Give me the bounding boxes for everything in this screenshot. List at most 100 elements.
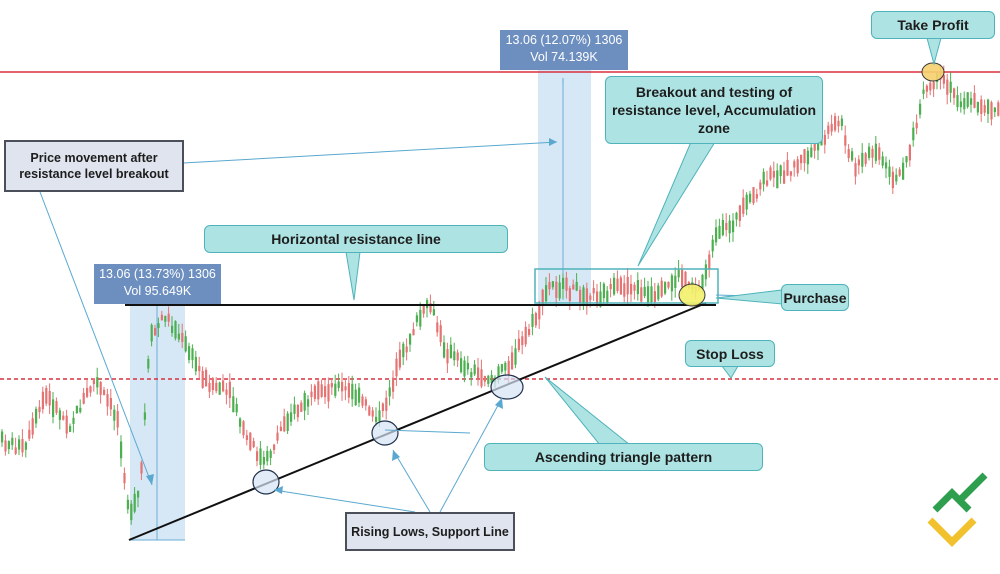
candle-body: [677, 269, 680, 278]
candle-body: [62, 415, 65, 420]
candle-body: [249, 432, 252, 450]
candle-body: [844, 135, 847, 146]
candle-body: [409, 333, 412, 345]
candle-body: [341, 381, 344, 392]
candle-body: [317, 381, 320, 400]
candle-body: [514, 348, 517, 365]
candle-body: [606, 290, 609, 303]
candle-body: [449, 344, 452, 359]
candle-body: [123, 472, 126, 484]
candle-body: [507, 360, 510, 375]
candle-body: [898, 169, 901, 176]
candle-body: [208, 382, 211, 392]
candle-body: [419, 309, 422, 327]
candle-body: [946, 79, 949, 95]
candle-body: [269, 450, 272, 458]
candle-body: [548, 282, 551, 290]
candle-body: [133, 493, 136, 512]
measure-zone-right: [538, 68, 591, 303]
candle-body: [164, 315, 167, 322]
callout-tail: [721, 365, 739, 379]
candle-body: [402, 343, 405, 358]
candle-body: [582, 287, 585, 305]
candle-body: [290, 412, 293, 422]
candle-body: [252, 440, 255, 448]
candle-body: [460, 358, 463, 373]
candle-body: [429, 303, 432, 313]
candle-body: [276, 432, 279, 441]
candle-body: [568, 288, 571, 302]
purchase-callout: Purchase: [781, 284, 849, 311]
candle-body: [79, 407, 82, 413]
candle-body: [143, 412, 146, 420]
candle-body: [364, 399, 367, 406]
candle-body: [973, 93, 976, 108]
candle-body: [415, 315, 418, 323]
candle-body: [52, 399, 55, 417]
candle-body: [861, 152, 864, 167]
candle-body: [351, 383, 354, 400]
candle-body: [718, 225, 721, 239]
candle-body: [579, 289, 582, 304]
candle-body: [177, 333, 180, 340]
candle-body: [286, 413, 289, 431]
candle-body: [929, 82, 932, 91]
candle-body: [106, 394, 109, 407]
measurement-change: 13.06 (12.07%) 1306: [505, 33, 623, 47]
candle-body: [728, 220, 731, 234]
candle-body: [868, 146, 871, 158]
candle-body: [725, 222, 728, 231]
candle-body: [300, 402, 303, 412]
candle-body: [857, 159, 860, 166]
candle-body: [732, 220, 735, 233]
candle-body: [191, 348, 194, 361]
candle-body: [337, 381, 340, 388]
candle-body: [58, 410, 61, 420]
candle-body: [215, 382, 218, 392]
candle-body: [772, 171, 775, 178]
candle-body: [919, 103, 922, 115]
pointer-arrowhead: [549, 138, 557, 146]
support-line: [128, 302, 707, 541]
candle-body: [830, 123, 833, 132]
candle-body: [157, 323, 160, 328]
candle-body: [361, 396, 364, 406]
candle-body: [854, 163, 857, 177]
candle-body: [776, 170, 779, 189]
candle-body: [171, 325, 174, 333]
candle-body: [800, 155, 803, 164]
candle-body: [150, 324, 153, 342]
candle-body: [545, 285, 548, 302]
candle-body: [997, 102, 1000, 116]
candle-body: [551, 281, 554, 288]
candle-body: [769, 167, 772, 180]
candle-body: [385, 397, 388, 411]
candle-body: [412, 329, 415, 336]
candle-body: [456, 352, 459, 361]
candle-body: [511, 352, 514, 370]
candle-body: [303, 392, 306, 411]
candle-body: [558, 282, 561, 299]
candle-body: [422, 305, 425, 314]
take-profit-callout: Take Profit: [871, 11, 995, 39]
candle-body: [232, 396, 235, 413]
candle-body: [701, 274, 704, 289]
candle-body: [633, 284, 636, 291]
candle-body: [735, 212, 738, 220]
candle-body: [453, 351, 456, 361]
candle-body: [262, 456, 265, 465]
candle-body: [528, 329, 531, 336]
candle-body: [477, 367, 480, 379]
candle-body: [572, 284, 575, 290]
candle-body: [643, 286, 646, 297]
candle-body: [11, 437, 14, 446]
candle-body: [827, 125, 830, 134]
measurement-volume: Vol 74.139K: [530, 50, 598, 64]
rising-low-marker: [371, 420, 399, 446]
candle-body: [205, 369, 208, 387]
candle-body: [759, 182, 762, 190]
candle-body: [793, 161, 796, 168]
candle-body: [184, 336, 187, 352]
candle-body: [31, 418, 34, 435]
